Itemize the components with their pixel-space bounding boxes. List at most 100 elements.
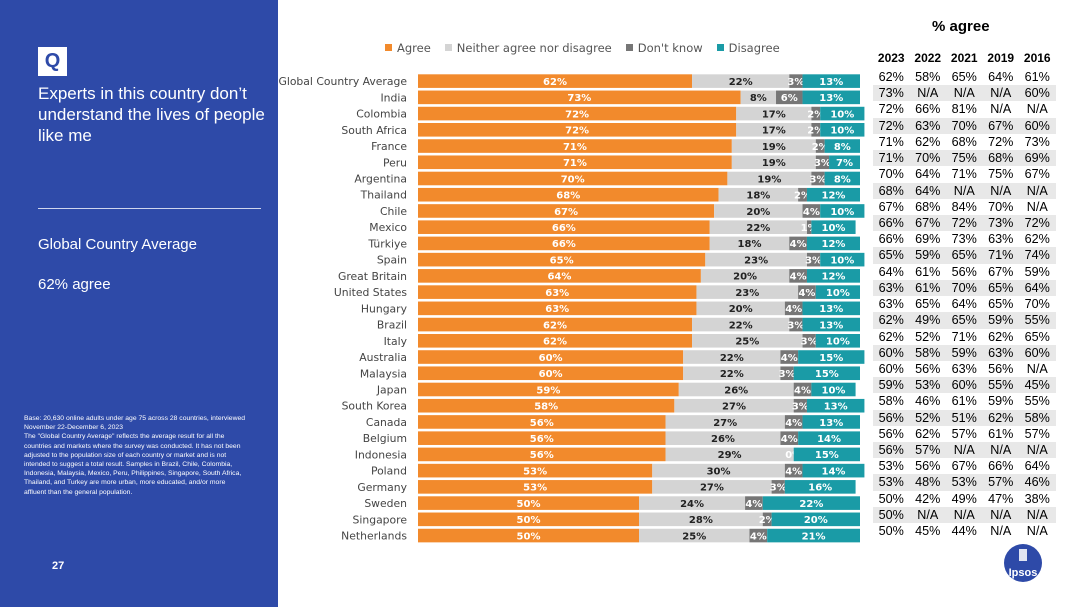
history-cell: 72% <box>878 118 904 133</box>
category-label: Great Britain <box>338 270 407 283</box>
data-label: 2% <box>807 126 824 137</box>
category-label: Belgium <box>363 432 407 445</box>
history-row: 67% 68% 84% 70% N/A <box>873 199 1056 215</box>
bar-segment <box>418 90 741 105</box>
history-column-header: 2022 <box>914 51 942 65</box>
data-label: 72% <box>565 126 589 137</box>
base-note-paragraph: The "Global Country Average" reflects th… <box>24 433 242 496</box>
data-label: 25% <box>682 531 706 542</box>
data-label: 28% <box>689 515 713 526</box>
history-cell: 60% <box>878 361 904 376</box>
history-cell: 52% <box>915 410 941 425</box>
legend-item: Agree <box>385 41 431 55</box>
data-label: 60% <box>539 353 563 364</box>
bar-segment <box>418 350 684 364</box>
bar-segment <box>806 269 860 283</box>
bar-segment <box>771 512 860 527</box>
data-label: 4% <box>785 418 802 429</box>
category-label: Poland <box>371 465 407 478</box>
data-label: 2% <box>794 191 811 202</box>
bar-segment <box>418 236 710 251</box>
data-label: 8% <box>834 174 851 185</box>
data-label: 13% <box>824 402 848 413</box>
history-cell: N/A <box>990 102 1012 117</box>
bar-segment <box>418 528 639 543</box>
data-label: 19% <box>762 158 786 169</box>
bar-segment <box>762 512 772 527</box>
data-label: 62% <box>543 337 567 348</box>
history-cell: 56% <box>878 426 904 441</box>
summary-value: 62% agree <box>38 276 111 293</box>
bar-segment <box>793 447 860 462</box>
history-cell: 55% <box>1024 313 1050 328</box>
history-cell: 57% <box>1024 426 1050 441</box>
category-label: South Africa <box>341 124 407 137</box>
logo-text: Ipsos <box>1009 567 1038 579</box>
bar-segment <box>784 480 856 494</box>
data-label: 73% <box>567 93 591 104</box>
bar-segment <box>418 463 653 478</box>
category-label: Sweden <box>364 497 407 510</box>
bar-segment <box>780 350 799 364</box>
history-cell: 50% <box>878 507 904 522</box>
bar-segment <box>692 74 790 88</box>
history-cell: N/A <box>953 86 975 101</box>
bar-segment <box>418 139 732 153</box>
page-number: 27 <box>52 560 65 572</box>
bar-segment <box>798 285 816 299</box>
legend-item: Don't know <box>625 41 703 55</box>
history-cell: 73% <box>951 232 977 247</box>
bar-segment <box>806 220 812 234</box>
bar-segment <box>709 220 807 234</box>
history-cell: 75% <box>951 151 977 166</box>
bar-segment <box>731 139 816 153</box>
data-label: 70% <box>561 174 585 185</box>
bar-segment <box>418 366 684 381</box>
history-cell: 71% <box>951 167 977 182</box>
history-cell: 63% <box>988 232 1014 247</box>
history-cell: 62% <box>878 329 904 344</box>
data-label: 63% <box>545 288 569 299</box>
history-cell: 55% <box>1024 394 1050 409</box>
history-column-header: 2023 <box>877 51 905 65</box>
history-cell: 56% <box>878 443 904 458</box>
bar-segment <box>736 106 812 121</box>
data-label: 2% <box>759 515 776 526</box>
data-label: 12% <box>822 191 846 202</box>
history-row: 68% 64% N/A N/A N/A <box>873 182 1056 199</box>
history-cell: 46% <box>915 394 941 409</box>
category-label: Chile <box>380 205 407 218</box>
bar-segment <box>727 171 812 186</box>
data-label: 12% <box>822 239 846 250</box>
data-label: 67% <box>554 207 578 218</box>
history-cell: N/A <box>990 524 1012 539</box>
history-cell: 49% <box>951 491 977 506</box>
data-label: 18% <box>738 239 762 250</box>
history-cell: 63% <box>988 345 1014 360</box>
history-cell: 50% <box>878 524 904 539</box>
history-row: 71% 70% 75% 68% 69% <box>873 150 1056 167</box>
bar-segment <box>639 512 763 527</box>
history-row: 56% 52% 51% 62% 58% <box>873 409 1056 426</box>
category-label: Argentina <box>354 172 407 185</box>
history-cell: 59% <box>951 345 977 360</box>
summary-label: Global Country Average <box>38 236 197 253</box>
history-cell: 56% <box>915 459 941 474</box>
data-label: 4% <box>785 466 802 477</box>
history-cell: 65% <box>988 297 1014 312</box>
history-cell: 70% <box>951 280 977 295</box>
data-label: 22% <box>746 223 770 234</box>
history-cell: 71% <box>878 151 904 166</box>
category-label: Colombia <box>356 108 407 121</box>
history-cell: 62% <box>915 426 941 441</box>
data-label: 19% <box>757 174 781 185</box>
data-label: 4% <box>794 385 811 396</box>
data-label: 4% <box>781 434 798 445</box>
history-cell: 59% <box>878 378 904 393</box>
history-cell: 60% <box>878 345 904 360</box>
bar-segment <box>802 415 860 429</box>
question-badge: Q <box>38 47 67 76</box>
category-label: Türkiye <box>367 237 407 250</box>
history-row: 65% 59% 65% 71% 74% <box>873 247 1056 264</box>
data-label: 26% <box>711 434 735 445</box>
